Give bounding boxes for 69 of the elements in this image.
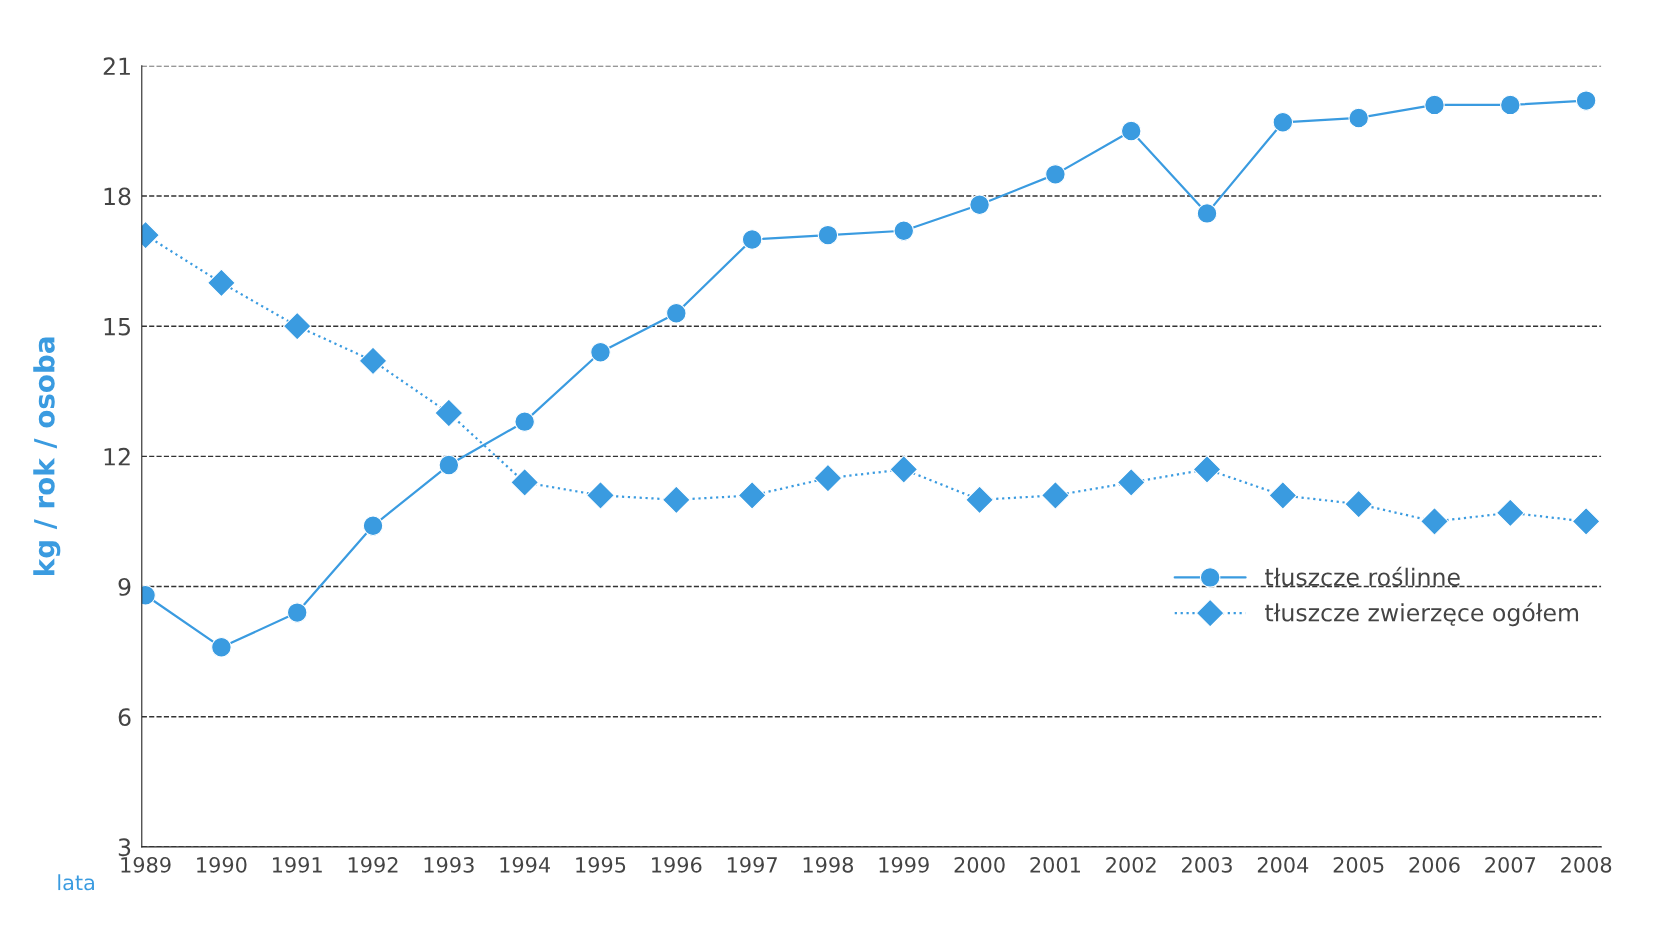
x-tick-label: 1992 — [348, 856, 398, 873]
point — [1420, 507, 1449, 536]
point — [1424, 94, 1445, 116]
point — [737, 481, 767, 510]
x-tick-label: 1996 — [652, 856, 702, 873]
point — [1344, 489, 1373, 519]
x-tick-label: 2007 — [1485, 856, 1536, 873]
x-tick-label: 1993 — [424, 856, 474, 873]
point — [969, 194, 990, 215]
x-tick-label: 2001 — [1030, 856, 1080, 873]
x-tick-label: 1989 — [121, 856, 171, 873]
x-tick-label: 2008 — [1561, 856, 1612, 873]
x-tick-label: 2004 — [1257, 856, 1309, 873]
point — [1500, 94, 1521, 116]
x-tick-label: 2003 — [1182, 856, 1232, 873]
x-tick-label: 1990 — [197, 856, 247, 873]
point — [1268, 481, 1298, 510]
y-tick-label: 15 — [104, 317, 130, 336]
y-tick-label: 9 — [118, 578, 131, 596]
x-tick-label: 1999 — [879, 856, 929, 873]
point — [207, 268, 236, 298]
x-tick-label: 2000 — [954, 856, 1005, 873]
point — [1120, 120, 1142, 142]
x-tick-label: 1995 — [576, 856, 626, 873]
x-tick-label: 2006 — [1409, 856, 1460, 873]
x-tick-label: 2002 — [1106, 856, 1156, 873]
point — [586, 481, 615, 510]
y-axis-title: kg / rok / osoba — [33, 337, 61, 576]
point — [286, 602, 308, 623]
point — [358, 346, 388, 376]
point — [813, 463, 843, 493]
point — [662, 485, 691, 515]
point — [510, 468, 539, 497]
point — [1192, 455, 1222, 484]
y-tick-label: 12 — [104, 447, 130, 466]
point — [434, 398, 464, 428]
x-tick-label: 1991 — [272, 856, 322, 873]
point — [1496, 498, 1525, 528]
y-tick-label: 18 — [104, 187, 131, 206]
x-tick-label: 1997 — [727, 856, 777, 873]
y-tick-label: 3 — [118, 838, 131, 857]
point — [590, 342, 611, 363]
legend-label: tłuszcze roślinne — [1265, 566, 1460, 587]
point — [1116, 468, 1146, 497]
point — [514, 411, 535, 432]
point — [817, 224, 839, 246]
point — [1041, 481, 1070, 510]
point — [666, 302, 687, 324]
point — [438, 454, 460, 476]
point — [893, 220, 914, 241]
x-tick-label: 1994 — [500, 856, 550, 873]
x-tick-label: 1998 — [803, 856, 854, 873]
legend-label: tłuszcze zwierzęce ogółem — [1265, 602, 1579, 627]
point — [1196, 203, 1218, 224]
x-tick-label: 2005 — [1333, 856, 1384, 873]
point — [965, 485, 994, 515]
x-axis-title: lata — [58, 874, 94, 891]
point — [362, 515, 384, 537]
point — [889, 455, 919, 484]
y-tick-label: 21 — [103, 57, 130, 75]
y-tick-label: 6 — [118, 708, 131, 727]
point — [1575, 90, 1597, 111]
point — [1348, 107, 1369, 129]
point — [282, 311, 312, 341]
point — [211, 637, 232, 658]
point — [741, 229, 763, 250]
point — [1571, 507, 1601, 536]
point — [1045, 164, 1066, 185]
point — [1272, 112, 1294, 133]
